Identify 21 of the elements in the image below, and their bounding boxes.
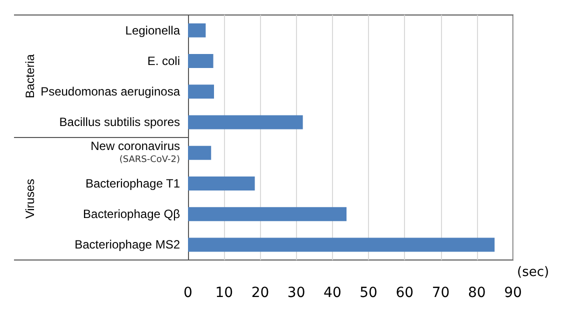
x-tick-label: 10 (215, 285, 234, 301)
x-tick-label: 80 (468, 285, 486, 301)
text: Bacteria (23, 54, 37, 98)
y-tick-label: New coronavirus (SARS-CoV-2) (90, 138, 180, 165)
x-axis-title: (sec) (517, 265, 550, 280)
x-tick-label: 40 (324, 285, 342, 301)
y-tick-label: Legionella (125, 23, 180, 38)
y-tick-label: Bacteriophage T1 (85, 176, 180, 190)
x-tick-label: 20 (251, 285, 270, 301)
x-tick-label: 60 (396, 285, 414, 301)
y-tick-label: Bacillus subtilis spores (59, 115, 180, 130)
x-tick-label: 30 (287, 285, 306, 301)
y-tick-label: Bacteriophage MS2 (74, 238, 180, 252)
x-tick-label: 50 (360, 285, 378, 301)
x-tick-label: 90 (504, 285, 522, 301)
y-tick-label: Bacteriophage Qβ (83, 207, 180, 222)
text: Viruses (23, 178, 37, 219)
y-tick-label: E. coli (147, 54, 180, 68)
x-tick-label: 70 (432, 285, 450, 301)
y-tick-label: Pseudomonas aeruginosa (40, 84, 180, 99)
x-tick-label: 0 (184, 285, 192, 301)
